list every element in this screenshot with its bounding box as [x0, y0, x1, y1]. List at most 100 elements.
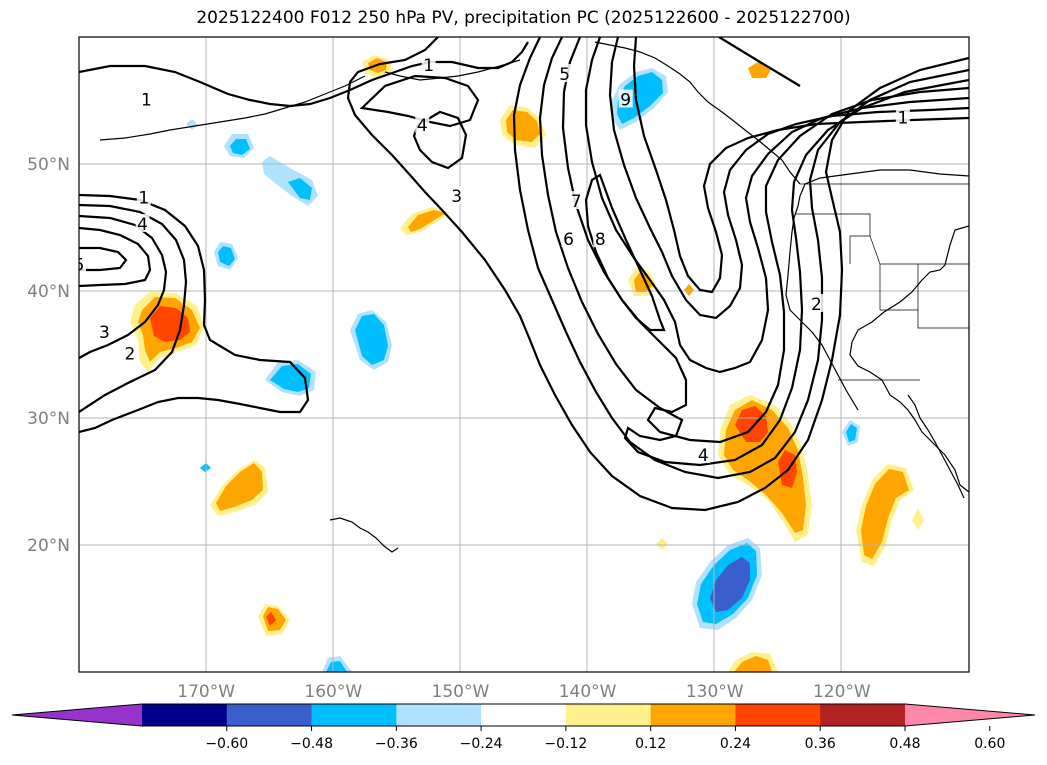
contour-label: 8 [595, 230, 606, 250]
colorbar-tick-label: −0.60 [205, 736, 248, 752]
lat-tick-label: 30°N [27, 409, 70, 429]
pv-contour-line [512, 37, 969, 480]
precip-positive-region [656, 538, 668, 550]
contour-label: 6 [563, 230, 574, 250]
lon-tick-label: 120°W [813, 682, 871, 702]
contour-label: 1 [141, 91, 152, 111]
hawaiian-islands [329, 517, 399, 553]
contour-label-background [421, 55, 436, 74]
pv-contour-line [608, 37, 969, 320]
pv-contour-line [718, 37, 801, 87]
contour-label: 1 [897, 108, 908, 128]
contour-label: 2 [811, 295, 822, 315]
colorbar-segment [650, 704, 736, 726]
lat-tick-label: 50°N [27, 155, 70, 175]
colorbar-tick-label: 0.48 [889, 736, 920, 752]
colorbar-tick-label: 0.36 [805, 736, 836, 752]
colorbar-segment [142, 704, 228, 726]
colorbar-segment [565, 704, 652, 726]
precip-negative-region [326, 661, 347, 672]
colorbar-tick-label: −0.12 [544, 736, 587, 752]
colorbar-segment [396, 704, 482, 726]
contour-label-background [569, 191, 584, 210]
contour-label: 1 [138, 188, 149, 208]
lat-axis-labels: 50°N 40°N 30°N 20°N [27, 155, 70, 556]
contour-label-background [97, 321, 112, 340]
contour-label-background [561, 229, 576, 248]
colorbar-segment [735, 704, 821, 726]
pv-contour-line [538, 37, 969, 467]
coastline-baja [907, 394, 965, 499]
colorbar-tick-label: −0.48 [290, 736, 333, 752]
contour-label-background [618, 89, 633, 108]
coastlines [99, 41, 969, 553]
precip-negative-region [186, 119, 198, 130]
contour-label: 2 [124, 345, 135, 365]
lon-tick-label: 140°W [559, 682, 617, 702]
colorbar-tick-label: 0.12 [635, 736, 666, 752]
pv-contour-line [79, 214, 168, 359]
contour-label-background [135, 213, 150, 232]
contour-label: 3 [451, 187, 462, 207]
precip-positive-region [266, 612, 276, 626]
contour-label: 9 [620, 91, 631, 111]
colorbar-outline [11, 703, 1036, 727]
colorbar-tick-label: −0.24 [460, 736, 503, 752]
contour-label-background [449, 186, 464, 205]
contour-label-background [593, 229, 608, 248]
contour-label: 5 [559, 65, 570, 85]
precip-positive-region [912, 508, 924, 530]
colorbar-segment [481, 704, 567, 726]
precip-positive-region [861, 469, 909, 559]
precip-positive-region [684, 284, 694, 296]
contour-label-background [895, 107, 910, 126]
colorbar-tick-label: 0.60 [974, 736, 1005, 752]
pv-contour-line [584, 37, 969, 374]
contour-label-background [696, 445, 711, 464]
contour-label: 1 [423, 56, 434, 76]
lon-tick-label: 160°W [304, 682, 362, 702]
border-us-states [796, 213, 969, 381]
lon-tick-label: 170°W [177, 682, 235, 702]
pv-contours [79, 37, 969, 512]
pv-contour-line [79, 41, 529, 108]
aleutian-islands [99, 75, 366, 141]
contour-label: 4 [417, 116, 428, 136]
gridlines [79, 37, 969, 672]
pv-contour-line [632, 37, 969, 294]
precip-negative-region [846, 424, 857, 442]
pv-contour-line [79, 246, 128, 272]
precip-positive-region [216, 463, 263, 511]
contour-label-background [122, 343, 137, 362]
pv-contour-line [412, 110, 468, 170]
precip-negative-region [617, 72, 663, 124]
contour-label: 7 [571, 192, 582, 212]
precip-positive-region [408, 210, 446, 232]
contour-label: 5 [74, 256, 85, 276]
precip-negative-region [288, 178, 312, 200]
colorbar-segment [820, 704, 906, 726]
lon-tick-label: 150°W [432, 682, 490, 702]
pv-contour-line [346, 37, 969, 512]
precipitation-fields [130, 55, 924, 672]
precip-positive-region [734, 656, 772, 672]
contour-label-background [557, 64, 572, 83]
contour-label-background [136, 187, 151, 206]
pv-contour-line [79, 193, 310, 434]
precip-negative-region [710, 557, 750, 612]
precip-negative-region [270, 364, 311, 392]
colorbar-extend-high [905, 704, 1035, 726]
coastline-north-america [785, 169, 969, 411]
colorbar-tick-label: 0.24 [720, 736, 751, 752]
lon-tick-label: 130°W [686, 682, 744, 702]
colorbar-segment [226, 704, 313, 726]
contour-label-background [139, 89, 154, 108]
contour-label: 3 [99, 323, 110, 343]
precip-negative-region [230, 139, 250, 155]
lat-tick-label: 20°N [27, 536, 70, 556]
colorbar: −0.60 −0.48 −0.36 −0.24 −0.12 0.12 0.24 0.36 0.4… [11, 703, 1036, 752]
precip-negative-region [355, 314, 388, 365]
pv-contour-line [359, 74, 480, 128]
